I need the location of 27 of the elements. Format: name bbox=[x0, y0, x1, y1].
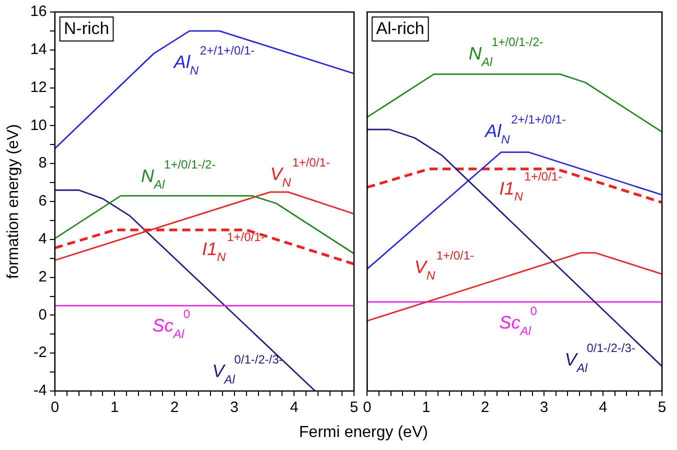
y-tick-label: 14 bbox=[30, 41, 47, 58]
x-tick-label: 3 bbox=[230, 399, 239, 416]
chart-title: Al-rich bbox=[376, 19, 424, 38]
x-tick-label: 5 bbox=[658, 399, 666, 416]
y-axis-title: formation energy (eV) bbox=[5, 124, 22, 279]
y-tick-label: 12 bbox=[30, 78, 47, 96]
y-tick-label: 10 bbox=[30, 116, 47, 134]
x-tick-label: 4 bbox=[598, 399, 608, 416]
chart-title: N-rich bbox=[64, 19, 110, 38]
x-axis-title: Fermi energy (eV) bbox=[298, 424, 429, 442]
y-tick-label: 8 bbox=[38, 154, 47, 172]
x-tick-label: 1 bbox=[422, 399, 430, 416]
x-tick-label: 2 bbox=[480, 399, 490, 416]
x-tick-label: 2 bbox=[170, 399, 179, 416]
y-tick-label: 2 bbox=[38, 268, 47, 286]
x-tick-label: 4 bbox=[290, 399, 298, 416]
x-tick-label: 0 bbox=[363, 399, 372, 416]
y-tick-label: 4 bbox=[38, 230, 47, 248]
x-tick-label: 1 bbox=[110, 399, 119, 416]
x-tick-label: 3 bbox=[540, 399, 548, 416]
y-tick-label: 6 bbox=[38, 192, 47, 210]
y-tick-label: 16 bbox=[30, 3, 47, 20]
y-tick-label: -4 bbox=[34, 382, 47, 400]
y-tick-label: -2 bbox=[34, 344, 47, 362]
x-tick-label: 0 bbox=[50, 399, 60, 416]
y-tick-label: 0 bbox=[38, 306, 47, 324]
x-tick-label: 5 bbox=[350, 399, 358, 416]
